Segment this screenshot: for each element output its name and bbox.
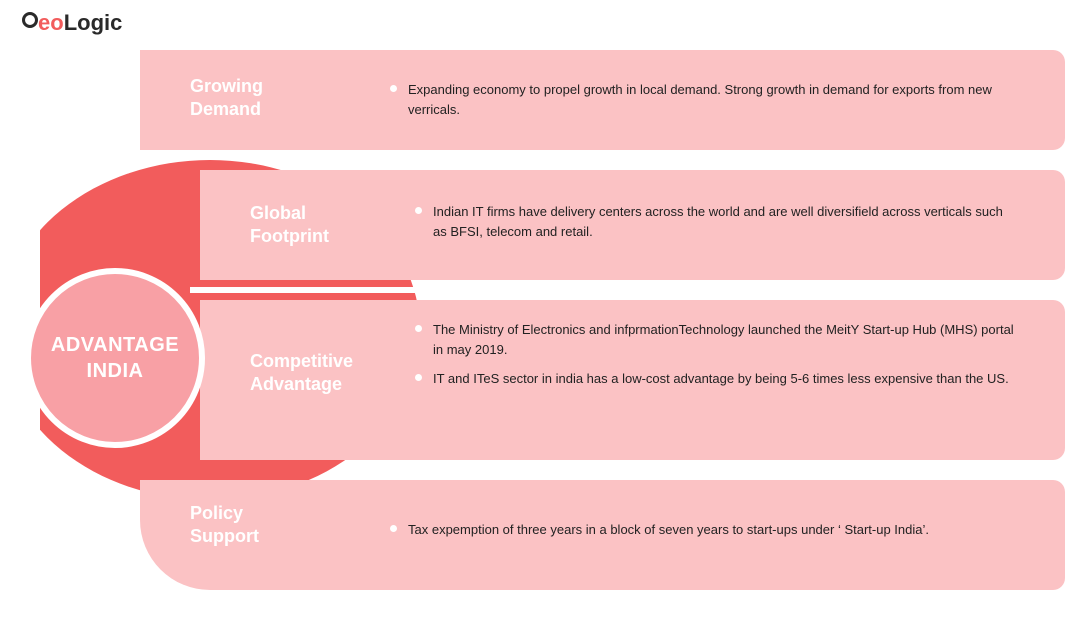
logo-part1: eo <box>38 10 64 35</box>
infographic-canvas: GrowingDemand Expanding economy to prope… <box>0 40 1080 622</box>
row1-title: GrowingDemand <box>190 75 263 120</box>
row-global-footprint: GlobalFootprint Indian IT firms have del… <box>200 170 1065 280</box>
center-divider <box>190 287 420 293</box>
row4-title: PolicySupport <box>190 502 259 547</box>
logo-pin-icon <box>20 14 38 32</box>
row-competitive-advantage: CompetitiveAdvantage The Ministry of Ele… <box>200 300 1065 460</box>
row-policy-support: PolicySupport Tax expemption of three ye… <box>140 480 1065 590</box>
row2-bullet-1: Indian IT firms have delivery centers ac… <box>415 202 1015 241</box>
row2-body: Indian IT firms have delivery centers ac… <box>415 202 1015 251</box>
row4-body: Tax expemption of three years in a block… <box>390 520 1010 550</box>
row3-bullet-2: IT and ITeS sector in india has a low-co… <box>415 369 1015 389</box>
row1-body: Expanding economy to propel growth in lo… <box>390 80 1010 129</box>
hub-circle: ADVANTAGE INDIA <box>25 268 205 448</box>
logo-part2: Logic <box>64 10 123 35</box>
row1-bullet-1: Expanding economy to propel growth in lo… <box>390 80 1010 119</box>
row3-title: CompetitiveAdvantage <box>250 350 353 395</box>
row3-bullet-1: The Ministry of Electronics and infprmat… <box>415 320 1015 359</box>
row2-title: GlobalFootprint <box>250 202 329 247</box>
row3-body: The Ministry of Electronics and infprmat… <box>415 320 1015 399</box>
hub-title: ADVANTAGE INDIA <box>31 332 199 384</box>
row-growing-demand: GrowingDemand Expanding economy to prope… <box>140 50 1065 150</box>
brand-logo: eoLogic <box>20 10 122 36</box>
row4-bullet-1: Tax expemption of three years in a block… <box>390 520 1010 540</box>
